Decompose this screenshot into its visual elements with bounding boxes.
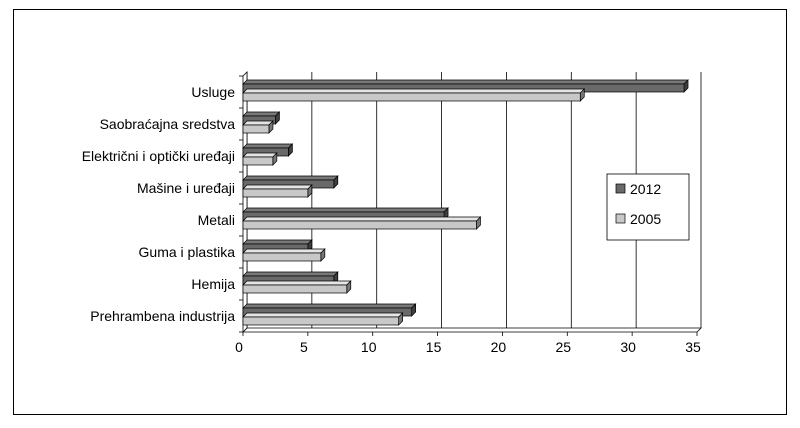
category-label: Hemija	[191, 276, 235, 292]
category-label: Prehrambena industrija	[90, 308, 235, 324]
bar-2005-4	[242, 216, 482, 230]
legend-swatch-2005	[615, 213, 626, 224]
bar-front-face	[242, 124, 270, 134]
bar-2012-6	[242, 271, 339, 285]
category-label: Saobraćajna sredstva	[100, 116, 236, 132]
x-tick-label: 5	[300, 339, 308, 355]
category-label: Metali	[198, 212, 235, 228]
bar-front-face	[242, 156, 274, 166]
x-tick-label: 15	[426, 339, 442, 355]
category-label: Usluge	[191, 84, 235, 100]
bar-2005-2	[242, 152, 278, 166]
bar-2012-5	[242, 239, 313, 253]
bar-chart: 0 5 10 15 20 25 30 35 Usluge Saobraćajna sredstv…	[82, 71, 702, 355]
bar-top-face	[242, 303, 417, 309]
bar-top-face	[242, 143, 294, 149]
bar-top-face	[242, 120, 274, 126]
bar-2005-3	[242, 184, 313, 198]
x-tick-label: 30	[620, 339, 636, 355]
x-tick-label: 20	[491, 339, 507, 355]
bar-2012-2	[242, 143, 294, 157]
bar-top-face	[242, 111, 281, 117]
x-tick-labels: 0 5 10 15 20 25 30 35	[235, 339, 701, 355]
bar-front-face	[242, 316, 400, 326]
bar-top-face	[242, 216, 482, 222]
bar-2005-7	[242, 312, 404, 326]
bar-top-face	[242, 184, 313, 190]
bar-top-face	[242, 239, 313, 245]
bar-front-face	[242, 284, 348, 294]
category-label: Mašine i uređaji	[137, 180, 235, 196]
bar-top-face	[242, 207, 449, 213]
bar-top-face	[242, 79, 689, 85]
category-label: Guma i plastika	[139, 244, 236, 260]
bar-top-face	[242, 248, 326, 254]
bar-2005-5	[242, 248, 326, 262]
gridlines	[246, 72, 702, 328]
bar-front-face	[242, 252, 322, 262]
bar-2005-1	[242, 120, 274, 134]
bar-top-face	[242, 88, 586, 94]
bar-front-face	[242, 220, 477, 230]
legend-swatch-2012	[615, 183, 626, 194]
bar-top-face	[242, 280, 352, 286]
chart-frame: 0 5 10 15 20 25 30 35 Usluge Saobraćajna sredstv…	[13, 9, 787, 415]
bars	[242, 79, 689, 326]
bar-top-face	[242, 312, 404, 318]
bar-front-face	[242, 92, 581, 102]
category-labels: Usluge Saobraćajna sredstva Električni i o…	[82, 84, 236, 324]
floor	[242, 327, 702, 333]
bar-2012-1	[242, 111, 281, 125]
x-tick-label: 0	[235, 339, 243, 355]
x-tick-label: 10	[361, 339, 377, 355]
legend: 2012 2005	[606, 173, 690, 241]
bar-top-face	[242, 175, 339, 181]
legend-label-2005: 2005	[630, 211, 661, 227]
bar-2012-3	[242, 175, 339, 189]
legend-label-2012: 2012	[630, 181, 661, 197]
bar-top-face	[242, 152, 278, 158]
x-tick-label: 25	[555, 339, 571, 355]
bar-front-face	[242, 188, 309, 198]
bar-top-face	[242, 271, 339, 277]
bar-2012-4	[242, 207, 449, 221]
x-tick-label: 35	[685, 339, 701, 355]
bar-2005-6	[242, 280, 352, 294]
bar-2005-0	[242, 88, 586, 102]
category-label: Električni i optički uređaji	[82, 148, 235, 164]
